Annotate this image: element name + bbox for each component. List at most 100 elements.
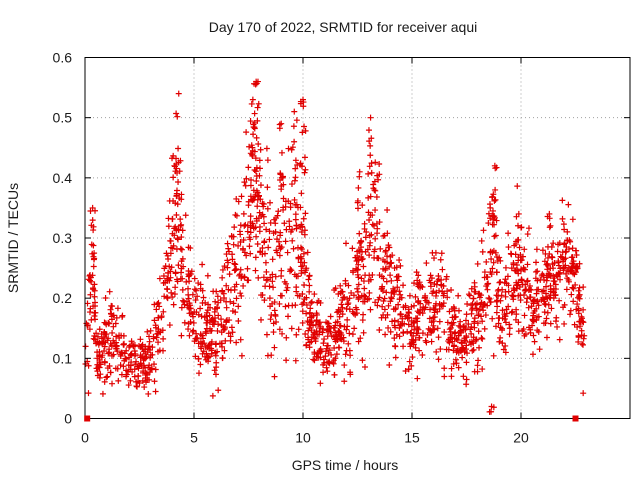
data-point [113, 339, 120, 346]
data-point [237, 266, 244, 273]
data-point [488, 255, 495, 262]
data-point [392, 343, 399, 350]
data-point [574, 301, 581, 308]
data-point [408, 362, 415, 369]
data-point [536, 346, 543, 353]
data-point [247, 250, 254, 257]
data-point [287, 204, 294, 211]
data-point [324, 368, 331, 375]
data-point [501, 279, 508, 286]
data-point [303, 265, 310, 272]
data-point [173, 187, 180, 194]
data-point [488, 403, 495, 410]
data-point [415, 297, 422, 304]
data-point [285, 313, 292, 320]
data-point [350, 269, 357, 276]
data-point [554, 323, 561, 330]
data-point [171, 291, 178, 298]
data-point [470, 295, 477, 302]
data-point [174, 201, 181, 208]
data-point [468, 341, 475, 348]
data-point [375, 176, 382, 183]
data-point [544, 254, 551, 261]
data-point [342, 351, 349, 358]
data-point [264, 276, 271, 283]
data-point [293, 284, 300, 291]
data-point [235, 242, 242, 249]
data-point [140, 348, 147, 355]
data-point [264, 157, 271, 164]
data-point [555, 259, 562, 266]
data-point [258, 292, 265, 299]
data-point [146, 376, 153, 383]
data-point [146, 338, 153, 345]
data-point [376, 272, 383, 279]
data-point [533, 290, 540, 297]
data-point [221, 324, 228, 331]
data-point [292, 165, 299, 172]
data-point [367, 114, 374, 121]
data-point [382, 267, 389, 274]
data-point [293, 331, 300, 338]
data-point [561, 320, 568, 327]
data-point [349, 245, 356, 252]
data-point [517, 251, 524, 258]
data-point [253, 78, 260, 85]
data-point [247, 118, 254, 125]
data-point [532, 268, 539, 275]
data-point [226, 271, 233, 278]
data-point [266, 236, 273, 243]
data-point [352, 304, 359, 311]
data-point [446, 326, 453, 333]
data-point [108, 352, 115, 359]
data-point [276, 125, 283, 132]
data-point [578, 327, 585, 334]
data-point [102, 295, 109, 302]
data-point [440, 283, 447, 290]
y-tick-label: 0.6 [53, 50, 73, 66]
data-point [247, 213, 254, 220]
scatter-points [82, 78, 588, 415]
data-point [213, 288, 220, 295]
data-point [492, 186, 499, 193]
data-point [530, 297, 537, 304]
data-point [170, 301, 177, 308]
data-point [460, 345, 467, 352]
data-point [491, 197, 498, 204]
data-point [91, 281, 98, 288]
data-point [344, 316, 351, 323]
data-point [89, 217, 96, 224]
data-point [259, 245, 266, 251]
data-point [545, 301, 552, 308]
data-point [542, 319, 549, 326]
data-point [518, 224, 525, 231]
data-point [311, 349, 318, 356]
data-point [380, 298, 387, 305]
data-point [160, 335, 167, 342]
data-point [548, 253, 555, 260]
data-point [300, 299, 307, 306]
data-point [492, 196, 499, 203]
data-point [486, 295, 493, 302]
data-point [283, 287, 290, 294]
data-point [529, 351, 536, 358]
data-point [167, 238, 174, 245]
data-point [162, 263, 169, 270]
data-point [120, 363, 127, 370]
data-point [323, 364, 330, 371]
data-point [87, 208, 94, 215]
data-point [417, 283, 424, 290]
data-point [229, 256, 236, 263]
data-point [209, 392, 216, 399]
data-point [250, 131, 257, 138]
data-point [233, 212, 240, 219]
data-point [514, 222, 521, 229]
data-point [99, 340, 106, 347]
data-point [559, 249, 566, 256]
data-point [175, 262, 182, 269]
data-point [187, 245, 194, 252]
data-point [152, 322, 159, 329]
data-point [221, 347, 228, 354]
data-point [479, 335, 486, 342]
data-point [468, 330, 475, 337]
